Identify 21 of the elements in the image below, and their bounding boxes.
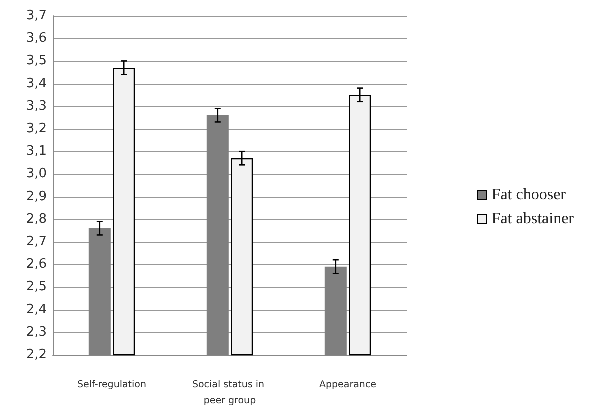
legend-label: Fat chooser <box>492 186 567 204</box>
y-tick-label: 3,2 <box>26 122 47 136</box>
x-tick-label: Self-regulation <box>77 380 147 390</box>
x-tick-label: Appearance <box>319 380 377 390</box>
legend-label: Fat abstainer <box>492 210 575 228</box>
y-tick-label: 3,7 <box>26 8 47 24</box>
y-tick-label: 3,0 <box>26 166 47 182</box>
y-tick-label: 3,5 <box>26 54 47 69</box>
y-tick-label: 2,5 <box>26 280 47 295</box>
y-tick-label: 2,9 <box>26 189 47 204</box>
y-tick-label: 2,3 <box>26 324 47 340</box>
y-tick-label: 2,4 <box>26 302 47 318</box>
y-tick-label: 3,4 <box>26 76 47 92</box>
y-tick-label: 2,7 <box>26 234 47 250</box>
y-tick-label: 2,2 <box>26 348 47 362</box>
y-tick-label: 2,8 <box>26 212 47 227</box>
y-tick-label: 3,1 <box>26 144 47 160</box>
y-tick-label: 2,6 <box>26 257 47 272</box>
y-tick-label: 3,6 <box>26 31 47 46</box>
x-tick-label: Social status in peer group <box>192 380 268 406</box>
y-tick-label: 3,3 <box>26 98 47 114</box>
